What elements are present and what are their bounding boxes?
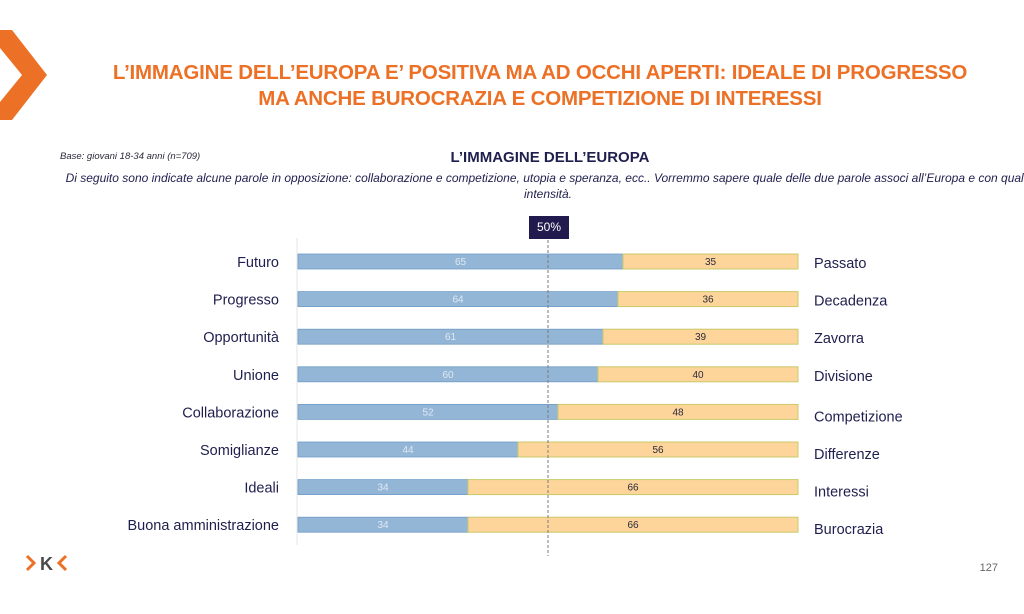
data-label-left-4: 52 xyxy=(422,407,434,418)
logo-chevron-left-icon xyxy=(56,554,68,572)
bar-right-5 xyxy=(517,441,799,458)
bar-right-6 xyxy=(467,479,799,496)
bar-right-3 xyxy=(597,366,799,383)
category-right-7: Burocrazia xyxy=(814,522,884,538)
data-label-right-1: 36 xyxy=(702,295,714,306)
category-right-5: Differenze xyxy=(814,447,880,463)
data-label-left-6: 34 xyxy=(377,483,389,494)
logo-letter: K xyxy=(40,554,53,574)
category-left-3: Unione xyxy=(233,368,279,384)
base-note: Base: giovani 18-34 anni (n=709) xyxy=(60,151,201,162)
category-right-6: Interessi xyxy=(814,485,869,501)
category-left-1: Progresso xyxy=(213,293,279,309)
data-label-right-6: 66 xyxy=(627,483,639,494)
data-label-right-4: 48 xyxy=(672,407,684,418)
category-left-6: Ideali xyxy=(244,481,279,497)
chart-title: L’IMMAGINE DELL’EUROPA xyxy=(450,149,650,166)
data-label-right-2: 39 xyxy=(695,332,707,343)
company-logo: K xyxy=(25,554,68,574)
logo-chevron-right-icon xyxy=(25,554,37,572)
category-left-7: Buona amministrazione xyxy=(127,518,279,534)
category-left-4: Collaborazione xyxy=(182,405,279,421)
data-label-left-3: 60 xyxy=(442,370,454,381)
category-right-1: Decadenza xyxy=(814,294,888,310)
bar-right-7 xyxy=(467,516,799,533)
category-left-2: Opportunità xyxy=(203,330,280,346)
category-right-2: Zavorra xyxy=(814,331,865,347)
bar-right-1 xyxy=(617,291,799,308)
chevron-decoration-icon xyxy=(0,30,47,120)
page-title: L’IMMAGINE DELL’EUROPA E’ POSITIVA MA AD… xyxy=(60,60,1020,112)
bar-right-0 xyxy=(622,253,799,270)
data-label-left-7: 34 xyxy=(377,520,389,531)
data-label-right-0: 35 xyxy=(705,257,717,268)
data-label-left-1: 64 xyxy=(452,295,464,306)
data-label-left-5: 44 xyxy=(402,445,414,456)
category-left-0: Futuro xyxy=(237,255,279,271)
category-right-0: Passato xyxy=(814,256,866,272)
category-right-4: Competizione xyxy=(814,409,903,425)
data-label-left-0: 65 xyxy=(455,257,467,268)
data-label-left-2: 61 xyxy=(445,332,457,343)
category-left-5: Somiglianze xyxy=(200,443,279,459)
title-line-1: L’IMMAGINE DELL’EUROPA E’ POSITIVA MA AD… xyxy=(112,61,968,84)
question-text: Di seguito sono indicate alcune parole i… xyxy=(65,171,1024,201)
page-number: 127 xyxy=(979,562,998,574)
bar-right-2 xyxy=(602,328,799,345)
data-label-right-5: 56 xyxy=(652,445,664,456)
data-label-right-3: 40 xyxy=(692,370,704,381)
fifty-percent-marker: 50% xyxy=(529,216,569,239)
title-line-2: MA ANCHE BUROCRAZIA E COMPETIZIONE DI IN… xyxy=(258,87,822,110)
data-label-right-7: 66 xyxy=(627,520,639,531)
bar-right-4 xyxy=(557,403,799,420)
category-right-3: Divisione xyxy=(814,369,873,385)
